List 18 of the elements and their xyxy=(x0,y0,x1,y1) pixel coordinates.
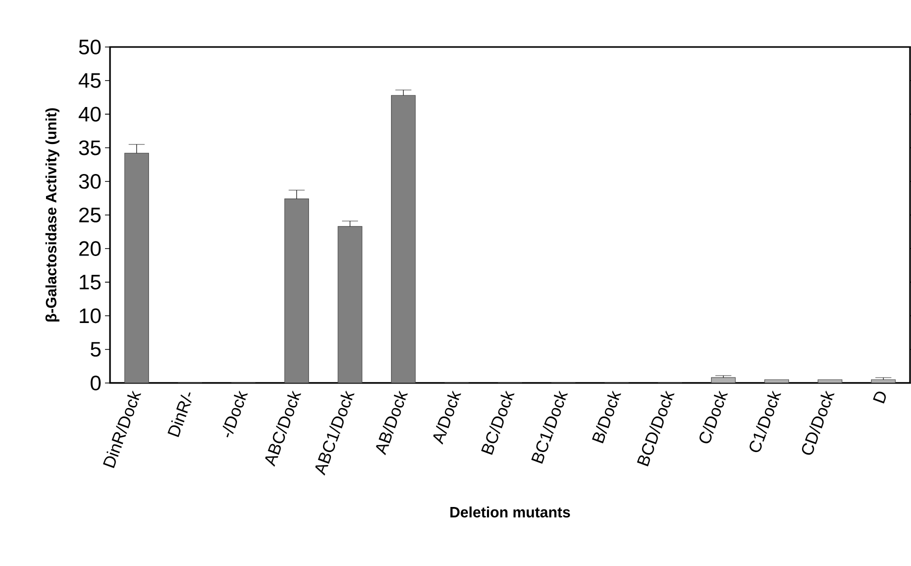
y-tick-label: 0 xyxy=(90,376,101,390)
y-tick-label: 15 xyxy=(80,274,101,290)
x-axis-title: Deletion mutants xyxy=(450,506,570,518)
x-tick-label: DinR/- xyxy=(168,392,192,438)
y-tick-label: 35 xyxy=(79,140,101,156)
y-tick-label: 20 xyxy=(79,241,101,256)
y-tick-label: 50 xyxy=(79,40,101,54)
y-tick-label: 40 xyxy=(78,106,101,122)
x-tick-label: C/Dock xyxy=(700,390,728,444)
y-tick-label: 10 xyxy=(80,308,101,324)
y-tick-label: 25 xyxy=(79,208,101,222)
x-tick-label: A/Dock xyxy=(433,390,462,445)
y-tick-label: 45 xyxy=(78,73,101,88)
y-tick-label: 5 xyxy=(90,342,101,357)
y-axis-title: β-Galactosidase Activity (unit) xyxy=(45,108,60,322)
x-tick-label: -/Dock xyxy=(222,390,248,438)
y-tick-label: 30 xyxy=(79,174,101,189)
x-tick-label: D xyxy=(872,392,886,404)
